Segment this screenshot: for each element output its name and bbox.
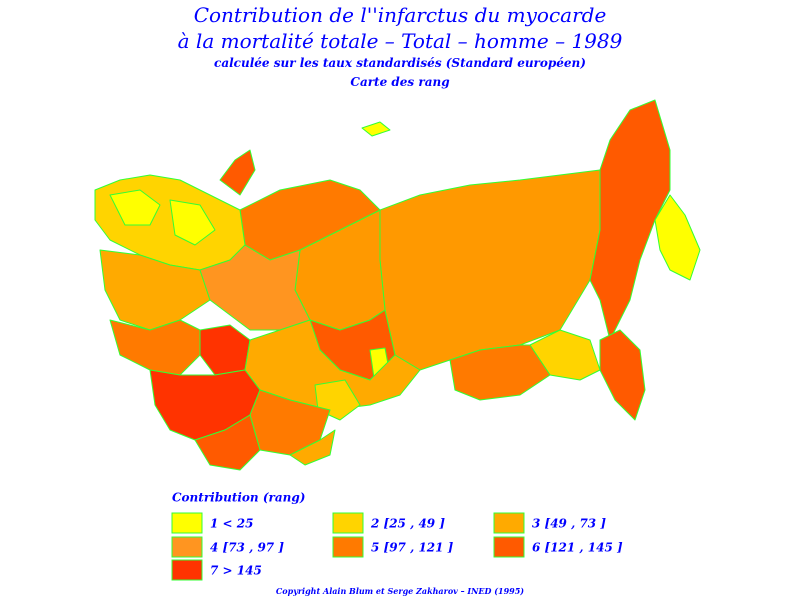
legend-swatch — [493, 536, 525, 558]
region — [654, 194, 701, 281]
legend-swatch — [493, 512, 525, 534]
region — [169, 199, 216, 246]
legend-title: Contribution (rang) — [172, 491, 305, 505]
legend-label: 2 [25 , 49 ] — [370, 517, 445, 531]
region — [361, 121, 391, 137]
region — [289, 429, 336, 466]
title-line2: à la mortalité totale – Total – homme – … — [178, 29, 623, 53]
legend-label: 5 [97 , 121 ] — [371, 541, 454, 555]
region — [199, 324, 251, 376]
legend-label: 4 [73 , 97 ] — [210, 541, 284, 555]
region — [109, 189, 161, 226]
region — [599, 329, 646, 421]
region — [449, 344, 551, 401]
region — [109, 319, 201, 376]
region — [194, 414, 261, 471]
region — [199, 244, 311, 331]
legend-label: 6 [121 , 145 ] — [532, 541, 623, 555]
region — [249, 389, 331, 456]
map-title: Carte des rang — [350, 75, 449, 89]
region — [99, 249, 211, 331]
copyright: Copyright Alain Blum et Serge Zakharov –… — [276, 586, 524, 596]
legend-swatch — [332, 512, 364, 534]
subtitle: calculée sur les taux standardisés (Stan… — [214, 56, 586, 70]
region — [219, 149, 256, 196]
legend-swatch — [332, 536, 364, 558]
legend-label: 1 < 25 — [210, 517, 253, 531]
legend-swatch — [171, 559, 203, 581]
title-line1: Contribution de l''infarctus du myocarde — [194, 3, 607, 27]
legend-label: 3 [49 , 73 ] — [532, 517, 606, 531]
region — [589, 99, 671, 341]
legend-swatch — [171, 536, 203, 558]
legend: 1 < 25 2 [25 , 49 ] 3 [49 , 73 ] 4 [73 , 97… — [171, 512, 623, 581]
legend-swatch — [171, 512, 203, 534]
map — [94, 99, 701, 471]
legend-label: 7 > 145 — [210, 564, 262, 578]
